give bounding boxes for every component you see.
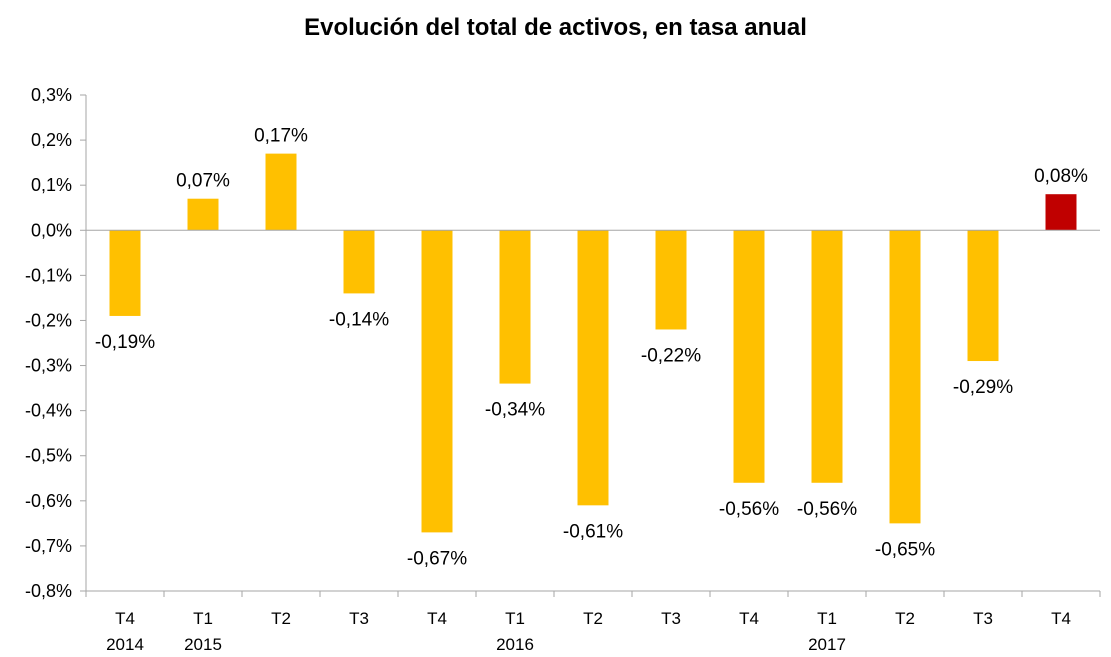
y-tick-label: -0,3% [25, 356, 72, 376]
x-tick-label: T1 [817, 609, 837, 628]
bar [655, 230, 687, 330]
data-label: -0,56% [797, 499, 857, 520]
y-tick-label: -0,6% [25, 491, 72, 511]
x-year-label: 2016 [496, 635, 534, 654]
data-label: 0,17% [254, 126, 308, 147]
bars [109, 153, 1077, 533]
bar [1045, 194, 1077, 231]
data-label: -0,56% [719, 499, 779, 520]
data-label: -0,19% [95, 332, 155, 353]
x-tick-label: T3 [349, 609, 369, 628]
data-label: 0,08% [1034, 166, 1088, 187]
x-tick-label: T3 [661, 609, 681, 628]
x-tick-label: T2 [895, 609, 915, 628]
y-tick-label: -0,1% [25, 265, 72, 285]
chart-title: Evolución del total de activos, en tasa … [304, 14, 807, 41]
bar [499, 230, 531, 384]
data-label: -0,34% [485, 400, 545, 421]
y-tick-label: -0,4% [25, 401, 72, 421]
bar [733, 230, 765, 483]
data-label: 0,07% [176, 171, 230, 192]
x-tick-label: T4 [739, 609, 759, 628]
x-tick-label: T1 [505, 609, 525, 628]
bar [967, 230, 999, 362]
x-tick-label: T4 [1051, 609, 1071, 628]
x-tick-label: T4 [115, 609, 135, 628]
data-labels: -0,19% 0,07% 0,17% -0,14% -0,67% -0,34% -0,61%… [95, 126, 1088, 570]
x-tick-label: T4 [427, 609, 447, 628]
x-tick-label: T1 [193, 609, 213, 628]
data-label: -0,22% [641, 345, 701, 366]
y-tick-label: 0,2% [31, 130, 72, 150]
y-tick-label: -0,5% [25, 446, 72, 466]
data-label: -0,29% [953, 377, 1013, 398]
data-label: -0,65% [875, 539, 935, 560]
bar [343, 230, 375, 294]
bar [109, 230, 141, 316]
x-tick-label: T2 [271, 609, 291, 628]
x-year-label: 2015 [184, 635, 222, 654]
x-year-label: 2017 [808, 635, 846, 654]
x-tick-label: T2 [583, 609, 603, 628]
bar [577, 230, 609, 506]
y-tick-label: -0,8% [25, 581, 72, 601]
x-year-label: 2014 [106, 635, 144, 654]
y-tick-label: 0,3% [31, 85, 72, 105]
y-tick-label: 0,1% [31, 175, 72, 195]
x-tick-label: T3 [973, 609, 993, 628]
bar [811, 230, 843, 483]
bar [421, 230, 453, 533]
data-label: -0,61% [563, 521, 623, 542]
y-tick-label: -0,7% [25, 536, 72, 556]
data-label: -0,67% [407, 548, 467, 569]
y-tick-label: 0,0% [31, 220, 72, 240]
bar [265, 153, 297, 231]
data-label: -0,14% [329, 309, 389, 330]
y-tick-label: -0,2% [25, 310, 72, 330]
y-axis: 0,3% 0,2% 0,1% 0,0% -0,1% -0,2% -0,3% -0,4% -0,5… [25, 85, 87, 601]
bar [187, 198, 219, 231]
bar [889, 230, 921, 524]
x-axis: T4 2014 T1 2015 T2 T3 T4 T1 2016 T2 T3 T4 T1 2017 T2 T3… [85, 229, 1101, 654]
